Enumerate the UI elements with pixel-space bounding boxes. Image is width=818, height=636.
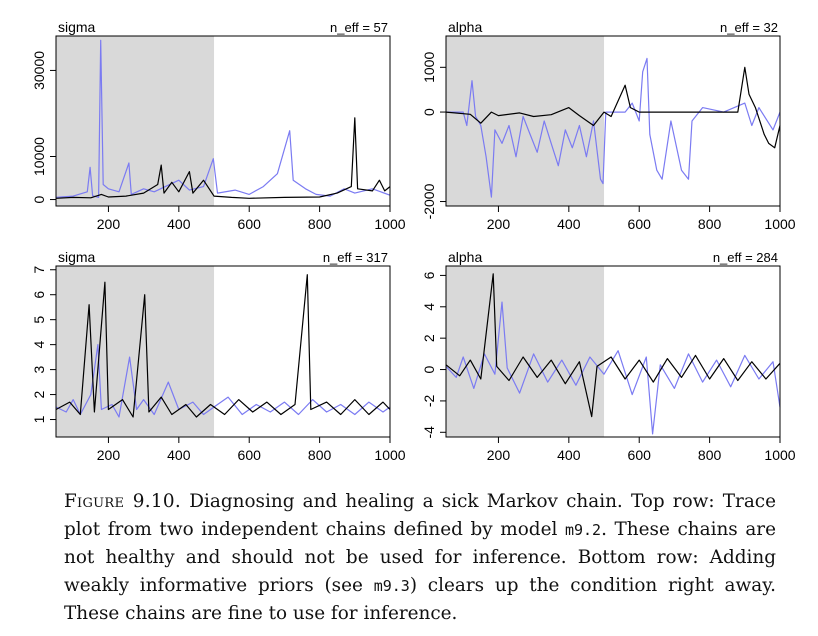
n-eff-label: n_eff = 317 [323,250,388,265]
trace-plots-figure: sigma n_eff = 57 200 400 600 800 1000 010000… [31,19,796,463]
x-tick-label: 600 [238,216,262,232]
x-tick-label: 400 [167,447,191,463]
panel-alpha-bottom: alpha n_eff = 284 200 400 600 800 1000 -4 -2 0… [421,249,796,463]
panel-sigma-top: sigma n_eff = 57 200 400 600 800 1000 0 10000… [31,19,406,232]
trace-series-group [55,39,391,199]
panel-title: sigma [58,249,96,265]
model-name-code: m9.2 [564,521,602,539]
y-tick-label: 7 [31,266,47,274]
n-eff-label: n_eff = 32 [720,20,778,35]
panel-sigma-bottom: sigma n_eff = 317 200 400 600 800 1000 1 2 3 4 5… [31,249,406,463]
x-axis: 200 400 600 800 1000 [487,437,796,463]
y-axis: -4 -2 0 2 4 6 [421,271,446,439]
warmup-region [446,266,605,437]
chain-2-trace [445,273,781,418]
x-tick-label: 800 [308,216,332,232]
chain-2-trace [445,66,781,149]
y-axis: 1 2 3 4 5 6 7 [31,266,56,423]
caption-text-3: ) clears up the condition right away. Th… [64,575,776,624]
y-tick-label: 1 [31,415,47,423]
y-tick-label: 0 [421,365,437,373]
x-tick-label: 800 [308,447,332,463]
trace-series-group [55,274,391,418]
x-tick-label: 1000 [764,447,795,463]
x-tick-label: 400 [167,216,191,232]
x-axis: 200 400 600 800 1000 [97,437,406,463]
panel-title: alpha [448,249,482,265]
x-tick-label: 200 [487,447,511,463]
trace-series-group [445,273,781,435]
y-tick-label: 10000 [31,137,47,176]
x-axis: 200 400 600 800 1000 [97,206,406,232]
x-tick-label: 200 [97,447,121,463]
y-tick-label: 4 [421,303,437,311]
y-tick-label: 6 [31,291,47,299]
y-tick-label: 0 [31,195,47,203]
warmup-region [56,266,215,437]
figure-label: Figure 9.10. [64,491,182,512]
y-axis: -2000 0 1000 [421,52,446,219]
chain-2-trace [55,117,391,199]
x-tick-label: 800 [698,216,722,232]
x-tick-label: 1000 [374,447,405,463]
caption-text-2: . These chains are not healthy and shoul… [64,519,776,596]
trace-series-group [445,57,781,198]
y-tick-label: 6 [421,271,437,279]
model-name-code: m9.3 [373,577,410,595]
figure-caption: Figure 9.10. Diagnosing and healing a si… [64,488,776,628]
y-tick-label: 5 [31,316,47,324]
panel-title: sigma [58,19,96,35]
y-tick-label: -4 [421,426,437,439]
x-tick-label: 200 [487,216,511,232]
plot-frame [55,35,391,207]
x-tick-label: 1000 [374,216,405,232]
plot-frame [445,265,781,438]
x-tick-label: 600 [628,216,652,232]
chain-1-trace [445,301,781,435]
plot-frame [55,265,391,438]
y-tick-label: -2000 [421,183,437,219]
chain-1-trace [55,344,391,418]
y-tick-label: -2 [421,394,437,407]
n-eff-label: n_eff = 57 [330,20,388,35]
x-tick-label: 600 [628,447,652,463]
x-tick-label: 600 [238,447,262,463]
y-tick-label: 30000 [31,51,47,90]
n-eff-label: n_eff = 284 [713,250,778,265]
y-tick-label: 1000 [421,52,437,83]
y-tick-label: 2 [421,334,437,342]
x-tick-label: 200 [97,216,121,232]
y-tick-label: 0 [421,108,437,116]
warmup-region [56,36,215,206]
x-axis: 200 400 600 800 1000 [487,206,796,232]
y-tick-label: 4 [31,341,47,349]
panel-alpha-top: alpha n_eff = 32 200 400 600 800 1000 -2000 0… [421,19,796,232]
panel-title: alpha [448,19,482,35]
chain-1-trace [446,57,781,198]
caption-text-1: Diagnosing and healing a sick Markov cha… [64,491,776,540]
y-axis: 0 10000 30000 [31,51,56,203]
x-tick-label: 800 [698,447,722,463]
x-tick-label: 400 [557,216,581,232]
chain-2-trace [55,274,391,418]
y-tick-label: 2 [31,390,47,398]
x-tick-label: 400 [557,447,581,463]
y-tick-label: 3 [31,365,47,373]
plot-frame [445,35,781,207]
x-tick-label: 1000 [764,216,795,232]
